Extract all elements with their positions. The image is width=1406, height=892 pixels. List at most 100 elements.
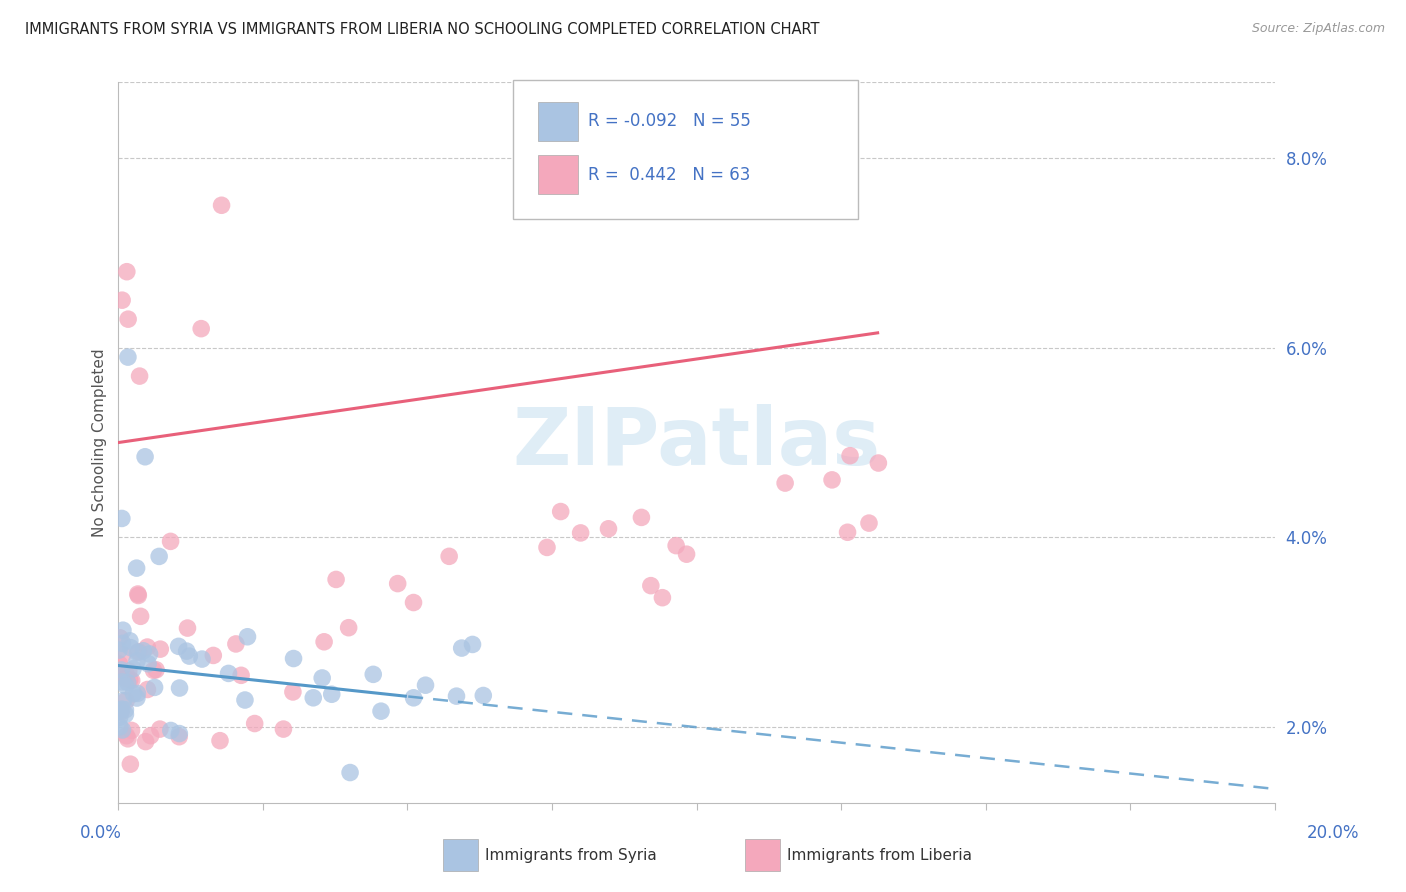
Point — [117, 675, 139, 690]
Point — [111, 624, 134, 638]
Point — [108, 657, 131, 672]
Point — [127, 686, 149, 700]
Point — [225, 637, 247, 651]
Point — [136, 657, 159, 671]
Point — [117, 350, 139, 364]
Point — [111, 702, 134, 716]
Text: Immigrants from Syria: Immigrants from Syria — [485, 848, 657, 863]
Text: ZIPatlas: ZIPatlas — [512, 403, 880, 482]
Point — [311, 671, 333, 685]
Point — [415, 678, 437, 692]
Point — [115, 729, 138, 743]
Point — [114, 679, 136, 693]
Point — [179, 649, 201, 664]
Point — [111, 293, 134, 308]
Point — [402, 690, 425, 705]
Text: Source: ZipAtlas.com: Source: ZipAtlas.com — [1251, 22, 1385, 36]
Point — [273, 722, 295, 736]
Point — [675, 547, 697, 561]
Point — [402, 595, 425, 609]
Point — [437, 549, 460, 564]
Point — [190, 321, 212, 335]
Text: 20.0%: 20.0% — [1306, 824, 1360, 842]
Point — [114, 703, 136, 717]
Point — [868, 456, 890, 470]
Point — [569, 525, 592, 540]
Point — [202, 648, 225, 663]
Point — [169, 681, 191, 695]
Point — [135, 734, 157, 748]
Point — [122, 687, 145, 701]
Point — [233, 693, 256, 707]
Point — [446, 689, 468, 703]
Text: Immigrants from Liberia: Immigrants from Liberia — [787, 848, 973, 863]
Point — [132, 644, 155, 658]
Point — [321, 687, 343, 701]
Text: R =  0.442   N = 63: R = 0.442 N = 63 — [588, 166, 749, 184]
Point — [283, 651, 305, 665]
Text: R = -0.092   N = 55: R = -0.092 N = 55 — [588, 112, 751, 130]
Point — [120, 640, 142, 655]
Point — [142, 663, 165, 677]
Y-axis label: No Schooling Completed: No Schooling Completed — [93, 348, 107, 537]
Point — [111, 636, 134, 650]
Point — [111, 723, 134, 737]
Point — [229, 668, 252, 682]
Point — [325, 573, 347, 587]
Point — [127, 645, 149, 659]
Point — [108, 631, 131, 645]
Point — [387, 576, 409, 591]
Point — [176, 644, 198, 658]
Point — [159, 723, 181, 738]
Point — [159, 534, 181, 549]
Point — [191, 652, 214, 666]
Point — [536, 541, 558, 555]
Point — [821, 473, 844, 487]
Point — [120, 757, 142, 772]
Point — [218, 666, 240, 681]
Point — [110, 663, 132, 677]
Point — [630, 510, 652, 524]
Point — [114, 672, 136, 686]
Point — [111, 511, 134, 525]
Point — [115, 668, 138, 682]
Point — [117, 731, 139, 746]
Point — [550, 504, 572, 518]
Point — [211, 198, 233, 212]
Point — [111, 674, 134, 689]
Point — [108, 710, 131, 724]
Point — [361, 667, 384, 681]
Point — [134, 450, 156, 464]
Point — [302, 690, 325, 705]
Point — [337, 621, 360, 635]
Point — [450, 641, 472, 656]
Point — [176, 621, 198, 635]
Point — [208, 733, 231, 747]
Point — [339, 765, 361, 780]
Point — [108, 643, 131, 657]
Point — [115, 693, 138, 707]
Point — [139, 729, 162, 743]
Point — [167, 730, 190, 744]
Point — [169, 726, 191, 740]
Point — [243, 716, 266, 731]
Point — [236, 630, 259, 644]
Point — [112, 693, 135, 707]
Point — [117, 312, 139, 326]
Point — [136, 640, 159, 654]
Point — [118, 664, 141, 678]
Point — [108, 703, 131, 717]
Point — [127, 589, 149, 603]
Point — [314, 634, 336, 648]
Point — [167, 640, 190, 654]
Point — [128, 369, 150, 384]
Point — [121, 723, 143, 738]
Point — [143, 681, 166, 695]
Point — [127, 587, 149, 601]
Point — [108, 720, 131, 734]
Point — [281, 685, 304, 699]
Point — [125, 691, 148, 706]
Text: IMMIGRANTS FROM SYRIA VS IMMIGRANTS FROM LIBERIA NO SCHOOLING COMPLETED CORRELAT: IMMIGRANTS FROM SYRIA VS IMMIGRANTS FROM… — [25, 22, 820, 37]
Point — [837, 525, 859, 540]
Point — [118, 633, 141, 648]
